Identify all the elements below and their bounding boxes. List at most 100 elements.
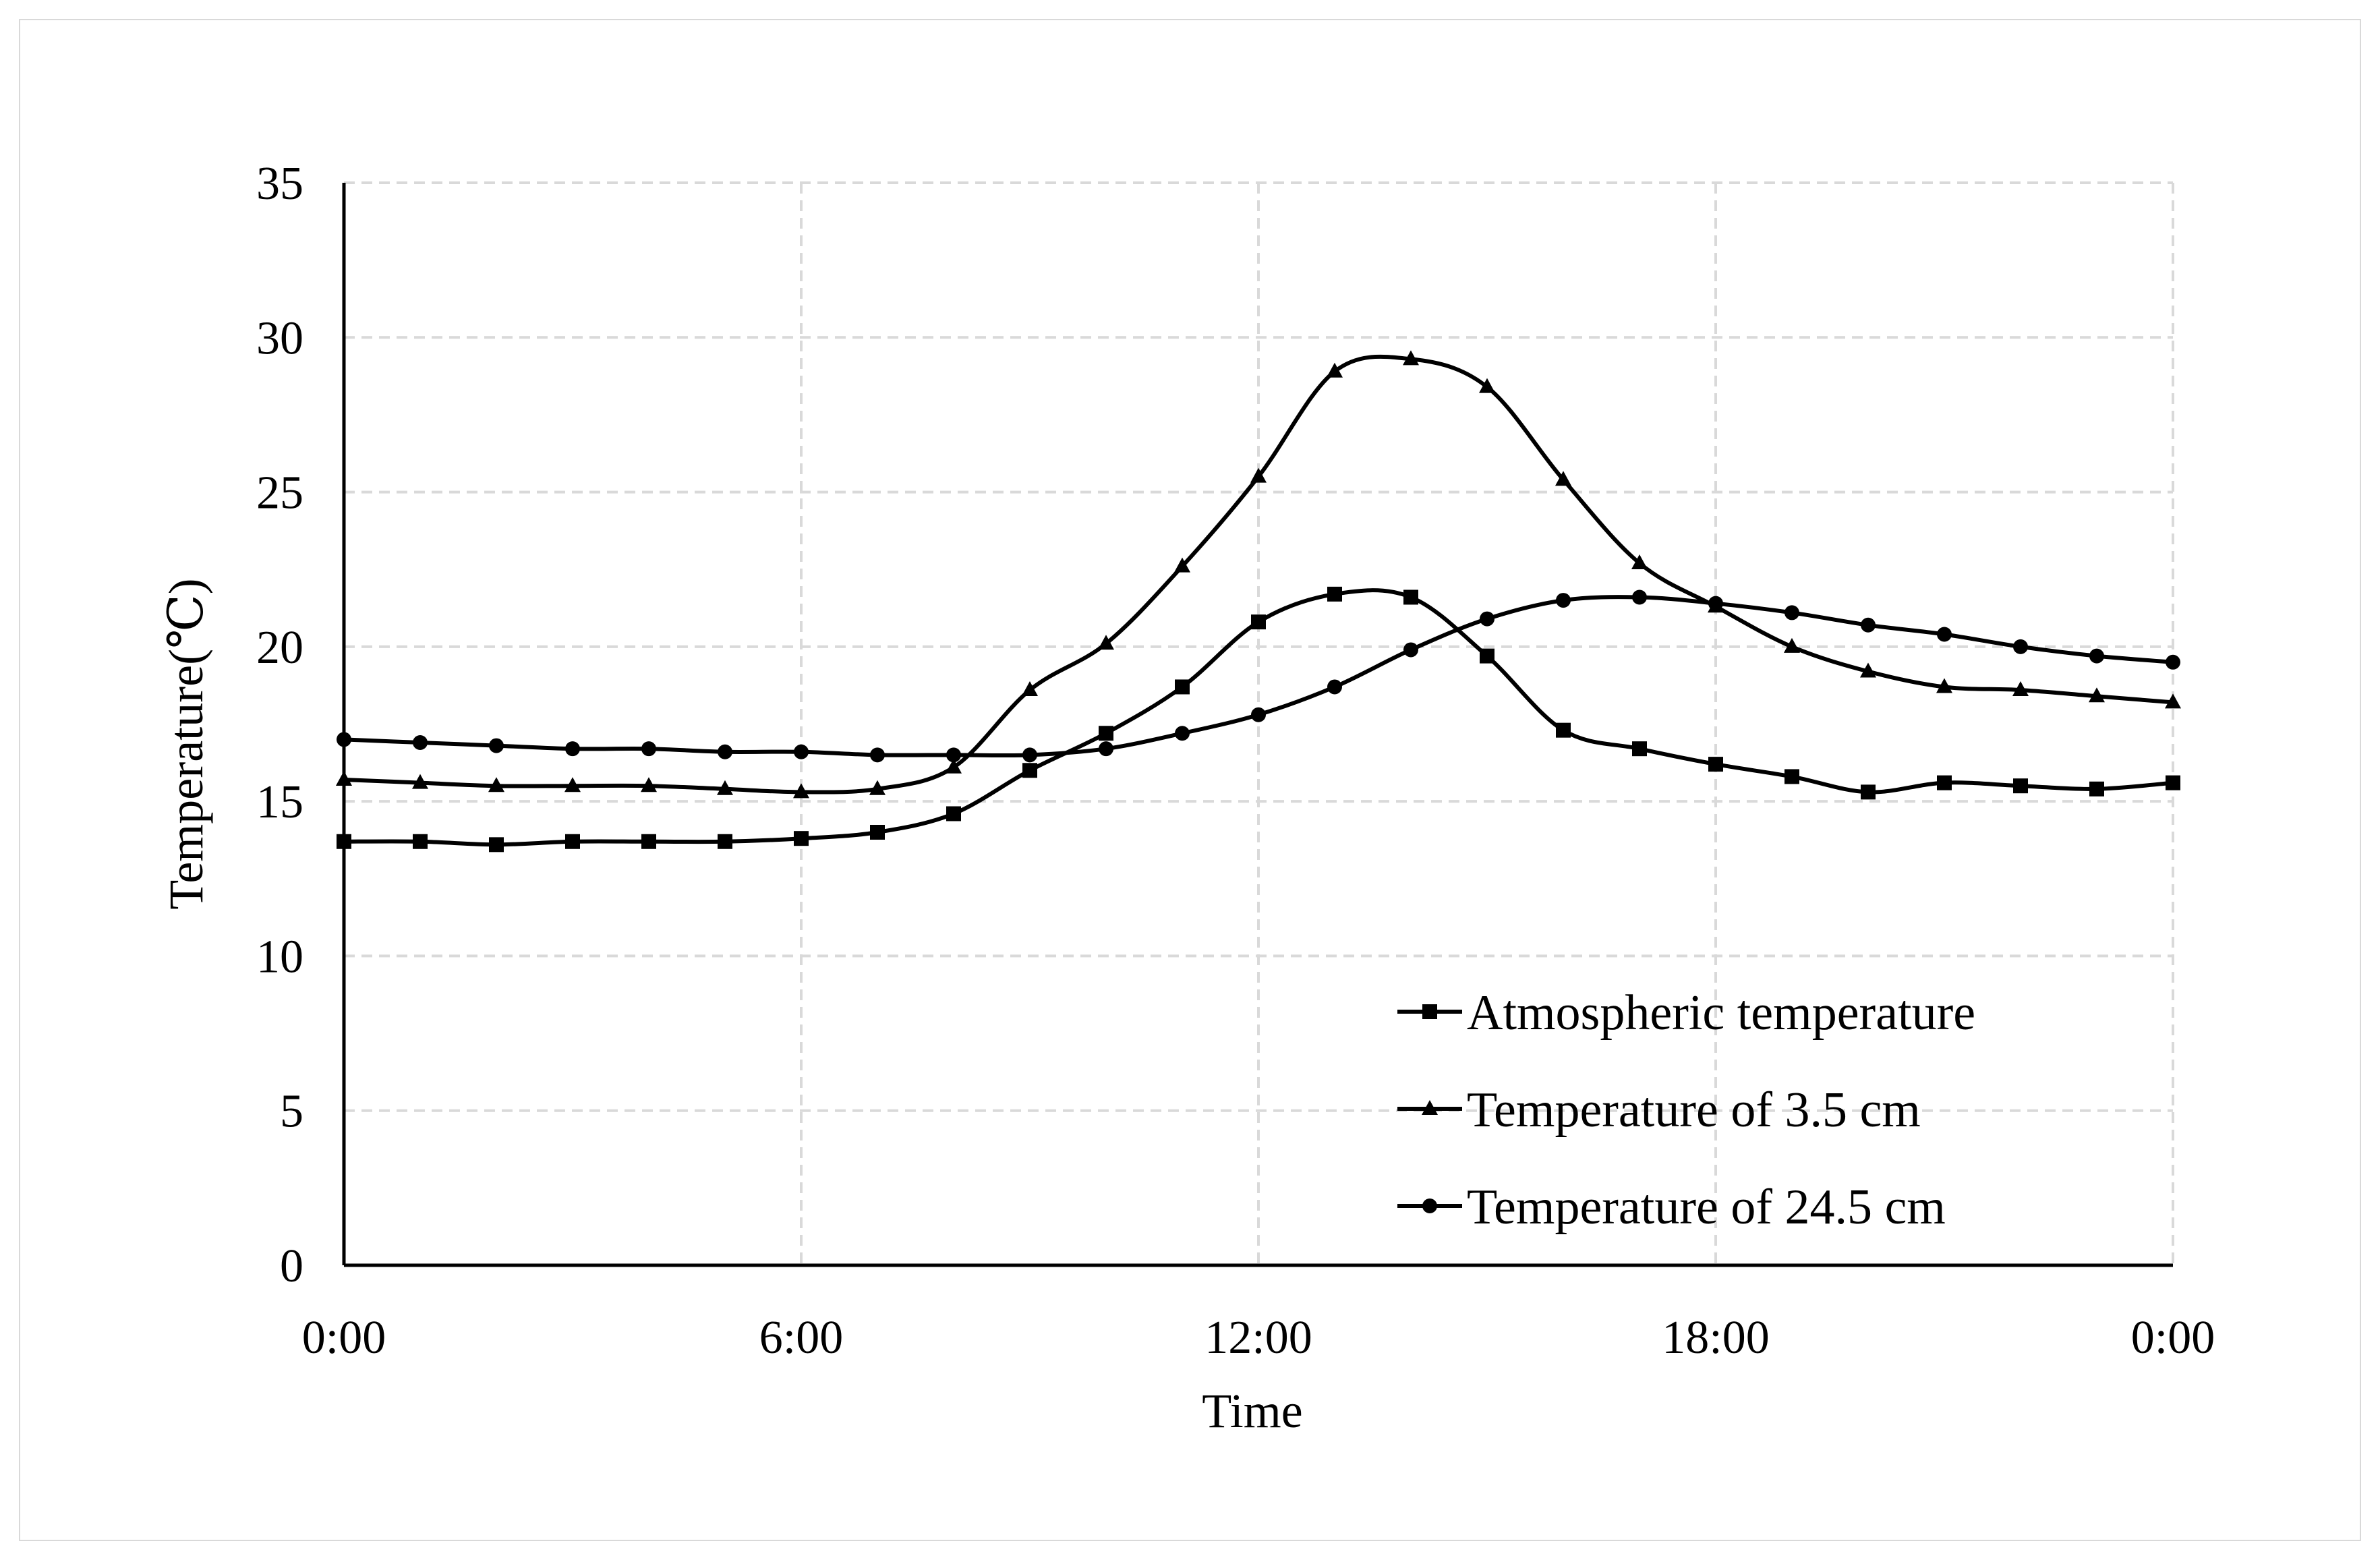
circle-marker — [1099, 741, 1113, 757]
y-tick-label: 15 — [256, 776, 303, 828]
circle-marker — [2089, 648, 2104, 664]
circle-marker — [1937, 627, 1952, 642]
y-tick-labels: 0 5 10 15 20 25 30 35 — [256, 158, 303, 1292]
x-tick-labels: 0:00 6:00 12:00 18:00 0:00 — [302, 1312, 2215, 1364]
square-marker — [565, 834, 580, 849]
square-marker — [870, 825, 885, 840]
square-marker — [2166, 775, 2180, 790]
y-tick-label: 25 — [256, 467, 303, 519]
triangle-marker — [1174, 557, 1190, 573]
y-tick-label: 5 — [280, 1086, 303, 1138]
legend: Atmospheric temperature Temperature of 3.… — [1397, 985, 1975, 1235]
y-tick-label: 30 — [256, 312, 303, 364]
circle-marker — [794, 744, 809, 759]
x-axis-title: Time — [1202, 1384, 1302, 1438]
triangle-marker — [412, 774, 428, 789]
x-tick-label: 18:00 — [1662, 1312, 1769, 1364]
circle-marker — [1251, 707, 1266, 722]
y-axis-title: Temperature(℃) — [159, 578, 213, 909]
triangle-marker — [1784, 637, 1800, 653]
y-tick-label: 0 — [280, 1240, 303, 1292]
triangle-marker — [869, 780, 886, 795]
triangle-marker — [1250, 467, 1267, 483]
chart-frame — [19, 19, 2361, 1541]
triangle-marker — [1936, 678, 1952, 693]
square-marker — [1099, 726, 1113, 741]
triangle-marker — [1631, 554, 1648, 570]
circle-marker — [1175, 726, 1190, 741]
square-marker — [718, 834, 732, 849]
y-tick-label: 35 — [256, 158, 303, 210]
triangle-marker — [1479, 378, 1495, 393]
circle-marker — [2166, 654, 2180, 670]
triangle-marker — [2165, 693, 2181, 709]
circle-marker — [1327, 679, 1342, 695]
legend-label: Atmospheric temperature — [1467, 985, 1975, 1041]
circle-marker — [1708, 596, 1723, 611]
triangle-marker — [1555, 471, 1571, 486]
square-marker — [1403, 589, 1418, 605]
triangle-marker — [488, 777, 504, 792]
axes — [342, 183, 2173, 1267]
legend-square-marker — [1422, 1004, 1437, 1019]
circle-marker — [1022, 747, 1037, 763]
series-line-2 — [343, 354, 2174, 795]
x-tick-label: 0:00 — [2131, 1312, 2215, 1364]
triangle-marker — [2012, 681, 2029, 697]
circle-marker — [337, 732, 351, 747]
square-marker — [489, 837, 504, 853]
gridlines — [344, 181, 2174, 1265]
series-markers-3 — [337, 589, 2180, 763]
triangle-marker — [1860, 662, 1876, 678]
triangle-marker — [1327, 362, 1343, 378]
triangle-marker — [946, 758, 962, 774]
triangle-marker — [1022, 681, 1038, 697]
square-marker — [1632, 741, 1647, 757]
square-marker — [1327, 586, 1342, 602]
circle-marker — [489, 738, 504, 753]
legend-item: Temperature of 24.5 cm — [1397, 1180, 1946, 1235]
series-markers — [336, 350, 2181, 853]
square-marker — [1937, 775, 1952, 790]
legend-triangle-marker — [1422, 1100, 1438, 1115]
square-marker — [1784, 769, 1799, 784]
square-marker — [794, 831, 809, 846]
square-marker — [2089, 781, 2104, 797]
circle-marker — [1403, 642, 1418, 658]
square-marker — [1708, 757, 1723, 772]
triangle-marker — [564, 777, 581, 792]
legend-label: Temperature of 3.5 cm — [1467, 1082, 1921, 1138]
triangle-marker — [336, 771, 352, 786]
legend-item: Temperature of 3.5 cm — [1397, 1082, 1921, 1138]
triangle-marker — [2089, 687, 2105, 703]
circle-marker — [1784, 605, 1799, 620]
legend-item: Atmospheric temperature — [1397, 985, 1975, 1041]
square-marker — [1556, 722, 1571, 738]
circle-marker — [870, 747, 885, 763]
square-marker — [337, 834, 351, 849]
square-marker — [946, 806, 961, 821]
square-marker — [1175, 679, 1190, 695]
triangle-marker — [1098, 635, 1114, 650]
square-marker — [1480, 648, 1494, 664]
square-marker — [2013, 778, 2028, 794]
circle-marker — [413, 735, 428, 751]
triangle-marker — [793, 783, 809, 799]
series-markers-1 — [337, 586, 2180, 853]
square-marker — [1022, 763, 1037, 778]
triangle-marker — [641, 777, 657, 792]
circle-marker — [565, 741, 580, 757]
square-marker — [1251, 614, 1266, 630]
triangle-marker — [1403, 350, 1419, 366]
legend-label: Temperature of 24.5 cm — [1467, 1180, 1946, 1235]
circle-marker — [641, 741, 656, 757]
x-tick-label: 6:00 — [759, 1312, 843, 1364]
circle-marker — [1480, 611, 1494, 627]
legend-circle-marker — [1422, 1198, 1437, 1213]
circle-marker — [1556, 593, 1571, 608]
triangle-marker — [717, 780, 733, 795]
y-tick-label: 10 — [256, 931, 303, 983]
circle-marker — [2013, 639, 2028, 654]
square-marker — [413, 834, 428, 849]
